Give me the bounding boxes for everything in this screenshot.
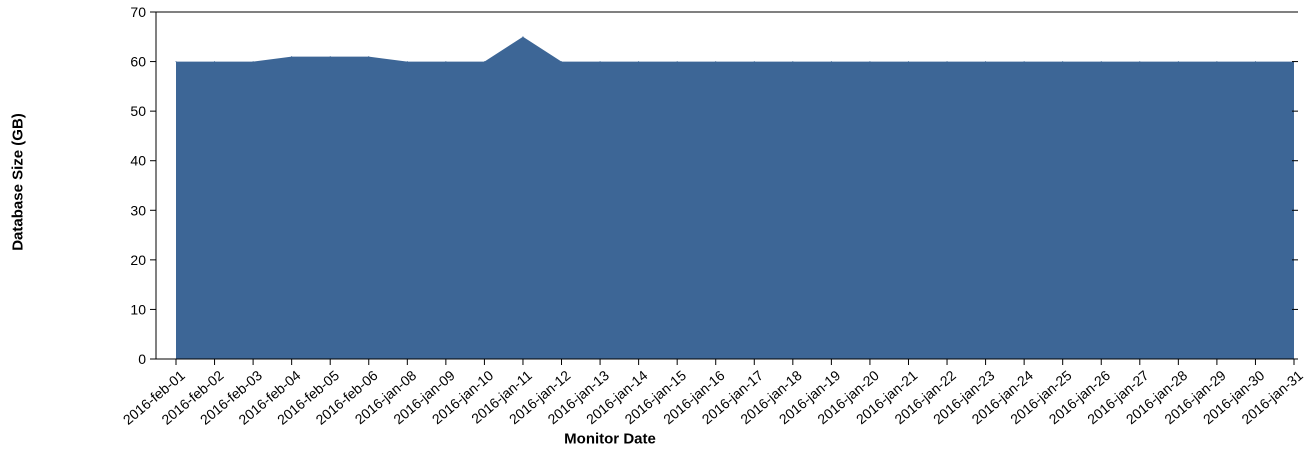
data-point [561, 61, 563, 63]
data-point [830, 61, 832, 63]
y-tick-label: 60 [130, 54, 146, 70]
data-point [792, 61, 794, 63]
data-point [368, 56, 370, 58]
y-tick-label: 20 [130, 252, 146, 268]
data-point [175, 61, 177, 63]
data-point [1139, 61, 1141, 63]
data-point [753, 61, 755, 63]
data-point [1254, 61, 1256, 63]
x-axis-title: Monitor Date [564, 430, 656, 448]
data-point [676, 61, 678, 63]
data-point [329, 56, 331, 58]
y-tick-label: 50 [130, 103, 146, 119]
data-point [445, 61, 447, 63]
data-point [1023, 61, 1025, 63]
data-point [715, 61, 717, 63]
y-tick-label: 30 [130, 202, 146, 218]
data-point [946, 61, 948, 63]
x-axis: 2016-feb-012016-feb-022016-feb-032016-fe… [120, 359, 1306, 428]
y-axis: 0 10 20 30 40 50 60 70 [130, 4, 1298, 367]
data-point [907, 61, 909, 63]
data-point [638, 61, 640, 63]
area-series [176, 36, 1294, 360]
y-tick-label: 10 [130, 301, 146, 317]
data-point [522, 36, 524, 38]
data-point [406, 61, 408, 63]
data-point [1062, 61, 1064, 63]
plot-area [155, 11, 1298, 360]
data-point [985, 61, 987, 63]
data-point [483, 61, 485, 63]
data-point [252, 61, 254, 63]
data-point [291, 56, 293, 58]
data-point [1216, 61, 1218, 63]
y-axis-title: Database Size (GB) [9, 113, 27, 251]
y-tick-label: 0 [138, 351, 146, 367]
y-tick-label: 40 [130, 153, 146, 169]
y-tick-label: 70 [130, 4, 146, 20]
data-point [599, 61, 601, 63]
data-point [869, 61, 871, 63]
data-point [1177, 61, 1179, 63]
data-point [214, 61, 216, 63]
data-point [1100, 61, 1102, 63]
